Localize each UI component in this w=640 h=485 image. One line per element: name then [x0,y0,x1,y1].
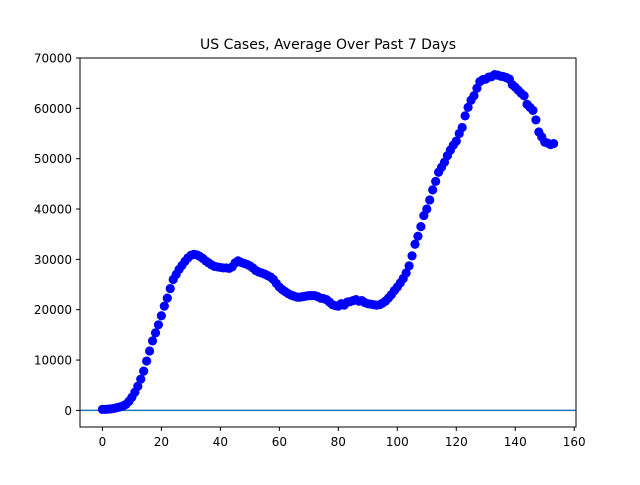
x-tick-label: 40 [213,435,228,449]
data-point [519,91,529,101]
chart-title: US Cases, Average Over Past 7 Days [200,37,456,53]
data-point [407,251,417,261]
y-tick-label: 60000 [34,102,72,116]
data-point [431,176,441,186]
y-tick-label: 10000 [34,354,72,368]
data-point [528,105,538,115]
data-point [425,195,435,205]
data-point [165,283,175,294]
data-points-layer [97,70,559,414]
data-point [401,268,411,278]
data-point [531,115,541,125]
data-point [410,239,420,249]
data-point [460,111,470,121]
x-tick-label: 80 [331,435,346,449]
y-axis: 0 10000 20000 30000 40000 50000 60000 70000 [34,52,80,418]
data-point [422,204,432,214]
data-point [136,374,146,384]
data-point [144,346,155,356]
data-point [162,293,172,303]
data-point [150,328,161,338]
data-point [153,320,164,330]
y-tick-label: 20000 [34,303,72,317]
x-tick-label: 60 [272,435,287,449]
plot-area-frame [79,57,577,428]
data-point [469,91,479,101]
data-point [413,231,423,241]
data-point [416,222,426,232]
x-tick-label: 100 [386,435,409,449]
data-point [147,336,158,346]
data-point [133,381,143,391]
x-tick-label: 20 [154,435,169,449]
y-tick-label: 0 [64,404,72,418]
data-point [156,311,166,321]
data-point [139,366,149,376]
data-point [404,261,414,271]
x-tick-label: 0 [99,435,107,449]
data-point [451,136,461,146]
y-tick-label: 70000 [34,52,72,66]
x-tick-label: 140 [504,435,527,449]
y-tick-label: 50000 [34,152,72,166]
data-point [463,102,473,112]
data-point [548,138,559,149]
x-tick-label: 120 [445,435,468,449]
y-tick-label: 40000 [34,203,72,217]
data-point [159,301,169,311]
data-point [457,122,467,133]
x-axis: 0 20 40 60 80 100 120 140 160 [99,427,586,449]
data-point [142,356,152,366]
y-tick-label: 30000 [34,253,72,267]
data-point [428,185,438,195]
x-tick-label: 160 [563,435,586,449]
